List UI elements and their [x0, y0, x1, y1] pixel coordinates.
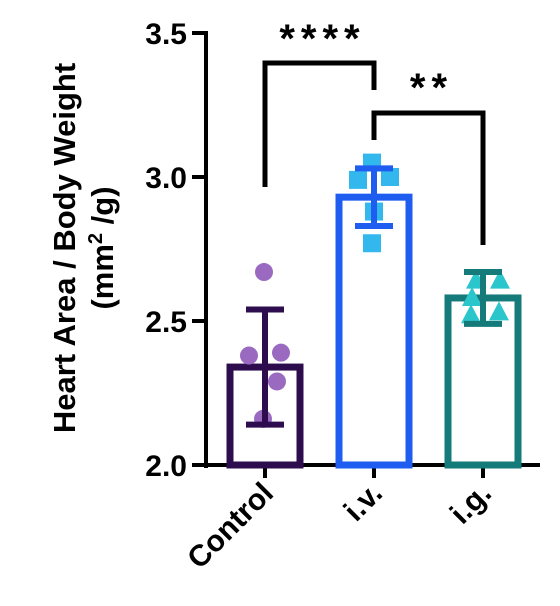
y-axis-unit-sup: 2 [85, 233, 107, 244]
y-axis-unit-pre: (mm [85, 244, 120, 309]
point-2-3 [489, 301, 509, 321]
y-axis-title: Heart Area / Body Weight [47, 63, 82, 433]
y-axis-unit-post: /g) [85, 186, 120, 233]
y-tick-label: 3.5 [145, 18, 187, 51]
point-1-4 [363, 234, 381, 253]
y-axis-unit: (mm2 /g) [85, 186, 120, 309]
point-2-1 [490, 269, 510, 289]
significance-bracket-1 [371, 110, 486, 245]
point-0-3 [268, 372, 286, 391]
y-tick-label: 2.5 [145, 306, 187, 339]
significance-label-0: **** [279, 17, 365, 61]
significance-brackets: ****** [262, 17, 486, 245]
significance-bracket-0 [262, 60, 377, 187]
point-1-2 [349, 170, 367, 189]
bars [226, 193, 522, 469]
x-tick-label-ig: i.g. [444, 477, 498, 531]
point-2-2 [462, 286, 482, 306]
point-0-1 [272, 343, 290, 362]
point-0-2 [240, 346, 258, 365]
point-2-4 [461, 304, 481, 324]
x-tick-label-Control: Control [181, 477, 280, 576]
y-tick-label: 2.0 [145, 450, 187, 483]
x-tick-label-iv: i.v. [338, 477, 389, 528]
significance-label-1: ** [410, 66, 453, 110]
error-bars [246, 165, 502, 428]
point-0-0 [255, 263, 273, 282]
y-tick-label: 3.0 [145, 162, 187, 195]
point-1-1 [381, 168, 399, 186]
